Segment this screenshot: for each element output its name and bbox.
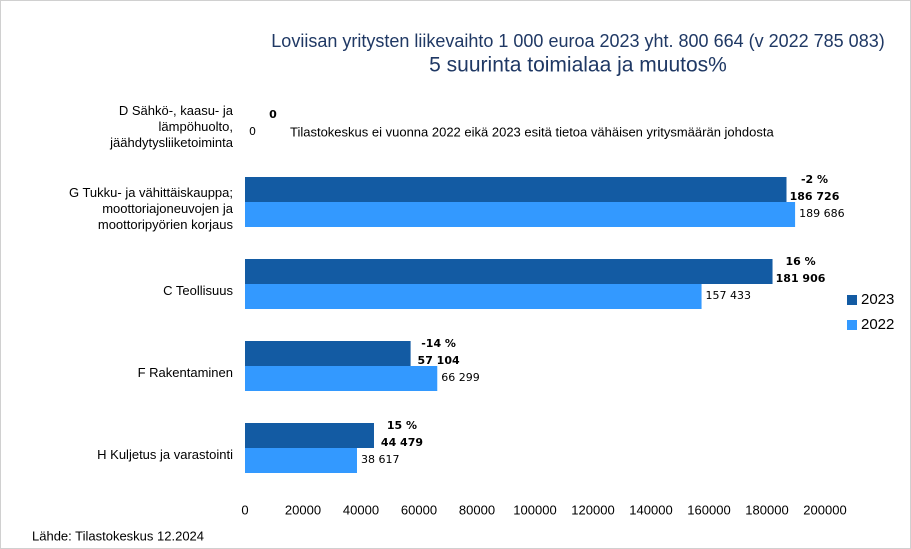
change-label: -2 % (801, 173, 828, 186)
bar (245, 284, 702, 309)
x-tick-label: 160000 (687, 502, 730, 517)
annotation: Tilastokeskus ei vuonna 2022 eikä 2023 e… (290, 124, 774, 139)
x-tick-label: 0 (241, 502, 248, 517)
bar (245, 341, 411, 366)
legend-label: 2023 (861, 291, 894, 308)
y-tick-label: D Sähkö-, kaasu- ja lämpöhuolto, jäähdytys… (109, 103, 234, 150)
value-label: 57 104 (418, 354, 460, 367)
value-label: 44 479 (381, 436, 423, 449)
bar (245, 448, 357, 473)
x-tick-label: 80000 (459, 502, 495, 517)
source: Lähde: Tilastokeskus 12.2024 (32, 528, 204, 543)
x-tick-label: 200000 (803, 502, 846, 517)
y-tick-label: F Rakentaminen (138, 365, 233, 380)
value-label: 157 433 (706, 289, 752, 302)
value-label: 186 726 (790, 190, 840, 203)
value-label: 0 (249, 125, 256, 138)
x-tick-label: 140000 (629, 502, 672, 517)
x-tick-label: 60000 (401, 502, 437, 517)
value-label: 38 617 (361, 453, 400, 466)
change-label: 15 % (387, 419, 417, 432)
y-tick-label: G Tukku- ja vähittäiskauppa; moottoriajon… (69, 185, 234, 232)
x-tick-label: 180000 (745, 502, 788, 517)
value-label: 66 299 (441, 371, 480, 384)
chart-title: Loviisan yritysten liikevaihto 1 000 eur… (271, 31, 884, 51)
x-tick-label: 100000 (513, 502, 556, 517)
x-tick-label: 120000 (571, 502, 614, 517)
change-label: 16 % (785, 255, 815, 268)
bar (245, 366, 438, 391)
value-label: 189 686 (799, 207, 845, 220)
y-tick-label: H Kuljetus ja varastointi (97, 447, 233, 462)
legend-swatch (847, 295, 857, 305)
x-tick-label: 20000 (285, 502, 321, 517)
chart-subtitle: 5 suurinta toimialaa ja muutos% (429, 54, 727, 77)
y-tick-label: C Teollisuus (163, 283, 233, 298)
bar (245, 259, 773, 284)
x-tick-label: 40000 (343, 502, 379, 517)
bar (245, 177, 787, 202)
legend-swatch (847, 320, 857, 330)
change-label: -14 % (421, 337, 456, 350)
value-label: 181 906 (776, 272, 826, 285)
legend-label: 2022 (861, 316, 894, 333)
bar (245, 423, 374, 448)
value-label: 0 (269, 108, 277, 121)
bar (245, 202, 796, 227)
